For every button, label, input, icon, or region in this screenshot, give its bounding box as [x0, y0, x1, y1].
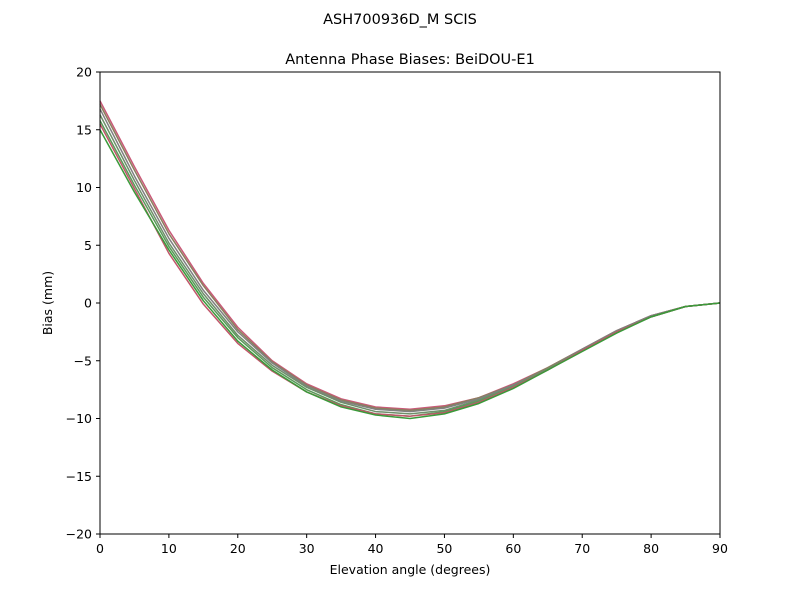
plot-lines: [99, 100, 721, 420]
y-tick-label: 0: [84, 296, 92, 311]
x-tick-label: 70: [574, 541, 590, 556]
x-tick-label: 40: [368, 541, 384, 556]
y-tick-label: 5: [84, 238, 92, 253]
chart-title: Antenna Phase Biases: BeiDOU-E1: [285, 52, 535, 68]
x-tick-label: 90: [712, 541, 728, 556]
chart-suptitle: ASH700936D_M SCIS: [323, 12, 477, 28]
series-line-6: [99, 123, 721, 417]
y-tick-label: 20: [76, 65, 92, 80]
x-tick-label: 10: [161, 541, 177, 556]
x-tick-label: 60: [505, 541, 521, 556]
x-tick-label: 80: [643, 541, 659, 556]
y-tick-label: −10: [66, 411, 92, 426]
y-axis-label: Bias (mm): [40, 271, 55, 335]
y-axis: −20 −15 −10 −5 0 5 10 15 20: [66, 65, 100, 542]
x-tick-label: 0: [96, 541, 104, 556]
y-tick-label: −15: [66, 469, 92, 484]
y-tick-label: −20: [66, 527, 92, 542]
y-tick-label: 10: [76, 180, 92, 195]
x-tick-label: 30: [299, 541, 315, 556]
x-tick-label: 20: [230, 541, 246, 556]
y-tick-label: −5: [74, 353, 92, 368]
x-tick-label: 50: [436, 541, 452, 556]
y-tick-label: 15: [76, 122, 92, 137]
series-line-7: [99, 129, 721, 420]
x-axis: 0 10 20 30 40 50 60 70 80 90: [96, 534, 728, 556]
x-axis-label: Elevation angle (degrees): [330, 562, 491, 577]
series-line-3: [99, 108, 721, 413]
